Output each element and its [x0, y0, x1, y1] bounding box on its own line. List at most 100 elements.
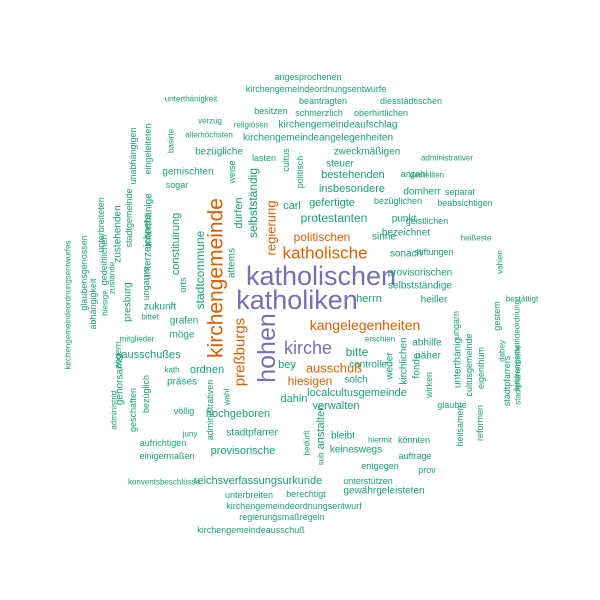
- cloud-word: keineswegs: [330, 445, 382, 456]
- cloud-word: möge: [169, 330, 194, 341]
- cloud-word: verzug: [198, 117, 222, 126]
- cloud-word: vahlen: [496, 250, 505, 274]
- cloud-word: wirken: [424, 372, 434, 399]
- cloud-word: bestättigt: [506, 295, 539, 304]
- cloud-word: stadtpfarrer: [226, 428, 278, 439]
- cloud-word: unterthänige: [144, 193, 155, 249]
- cloud-word: constituirung: [170, 213, 182, 275]
- cloud-word: gehorsamst: [115, 353, 126, 405]
- cloud-word: regierung: [264, 201, 279, 256]
- cloud-word: einigermaßen: [139, 451, 194, 461]
- cloud-word: grafen: [170, 316, 198, 327]
- cloud-word: punkt: [392, 214, 417, 225]
- cloud-word: hohen: [253, 313, 281, 383]
- cloud-word: stadtcommune: [193, 230, 207, 309]
- cloud-word: administrativen: [205, 380, 215, 441]
- cloud-word: kirchengemeindeordnung: [513, 300, 522, 390]
- cloud-word: bleibt: [331, 431, 355, 442]
- cloud-word: juny: [182, 430, 198, 439]
- cloud-word: bezüglichen: [374, 196, 422, 206]
- cloud-word: könnten: [398, 435, 430, 445]
- cloud-word: heilsamen: [455, 405, 465, 446]
- cloud-word: glaubensgenossen: [79, 235, 89, 311]
- cloud-word: steuer: [326, 159, 354, 170]
- cloud-word: schmerzlich: [295, 108, 343, 118]
- cloud-word: mitglieder: [120, 335, 155, 344]
- cloud-word: besitzen: [254, 106, 288, 116]
- cloud-word: prov: [418, 465, 436, 475]
- cloud-word: katholischen: [246, 261, 396, 291]
- cloud-word: gestellten: [410, 171, 444, 180]
- cloud-word: unterstützen: [343, 476, 393, 486]
- cloud-word: gewährgeleisteten: [343, 486, 424, 497]
- cloud-word: fonde: [412, 353, 423, 378]
- cloud-word: gefertigte: [309, 197, 355, 209]
- cloud-word: katholiken: [236, 285, 358, 315]
- cloud-word: provisorische: [211, 445, 276, 457]
- cloud-word: berechtigt: [286, 489, 326, 499]
- cloud-word: localcultusgemeinde: [307, 387, 407, 399]
- cloud-word: kirchengemeindeangelegenheiten: [243, 133, 393, 144]
- cloud-word: abhängigkeit: [88, 278, 98, 330]
- cloud-word: heiller: [421, 295, 448, 306]
- cloud-word: unterzeichnete: [143, 214, 154, 280]
- cloud-word: diesstädtischen: [380, 96, 442, 106]
- cloud-word: näher: [415, 351, 441, 362]
- cloud-word: dabey: [498, 340, 507, 362]
- cloud-word: unterthänig: [453, 338, 464, 388]
- cloud-word: lasten: [252, 153, 276, 163]
- cloud-word: unterbreiten: [225, 490, 273, 500]
- cloud-word: weise: [227, 160, 237, 184]
- cloud-word: zögern: [113, 341, 123, 369]
- cloud-word: orts: [178, 277, 188, 293]
- cloud-word: kirchengemeindeausschuß: [197, 525, 305, 535]
- cloud-word: stadtgemeinde: [124, 188, 134, 247]
- cloud-word: ausschuß: [306, 361, 362, 376]
- cloud-word: bestehenden: [321, 169, 385, 181]
- cloud-word: kath: [164, 366, 179, 375]
- cloud-word: unterthänigkeit: [165, 95, 218, 104]
- cloud-word: provisorischen: [388, 268, 452, 279]
- cloud-word: ungarns: [141, 267, 151, 300]
- cloud-word: zweckmäßigen: [334, 147, 401, 158]
- cloud-word: politisch: [295, 156, 305, 189]
- cloud-word: cultus: [281, 148, 291, 172]
- cloud-word: separat: [445, 187, 476, 197]
- cloud-word: hiermit: [368, 436, 393, 445]
- cloud-word: gestem: [492, 301, 502, 331]
- cloud-word: eingeleiteten: [143, 123, 153, 174]
- cloud-word: bey: [278, 359, 296, 371]
- cloud-word: sonach: [390, 249, 422, 260]
- cloud-word: unabhängigen: [128, 127, 138, 184]
- cloud-word: wahl: [223, 389, 232, 407]
- cloud-word: sogar: [166, 180, 189, 190]
- cloud-word: völlig: [174, 406, 195, 416]
- cloud-word: attems: [227, 248, 238, 278]
- cloud-word: administrirt: [110, 390, 119, 430]
- cloud-word: beabsichtigen: [437, 198, 493, 208]
- cloud-word: verwalten: [312, 400, 359, 412]
- cloud-word: kirchengemeindeordnungsentwurfe: [246, 84, 387, 94]
- cloud-word: kirchengemeindeordnungsentwurfes: [64, 241, 73, 370]
- cloud-word: weder: [385, 352, 396, 381]
- cloud-word: solch: [344, 375, 367, 386]
- cloud-word: zukunft: [144, 302, 176, 313]
- cloud-word: heißeste: [461, 234, 492, 243]
- cloud-word: kirchengemeindeaufschlag: [279, 120, 398, 131]
- cloud-word: ordnen: [190, 364, 224, 376]
- cloud-word: reformen: [475, 405, 485, 441]
- cloud-word: dahin: [281, 393, 308, 405]
- cloud-word: entgegen: [361, 461, 399, 471]
- cloud-word: gemischten: [162, 167, 213, 178]
- cloud-word: bezüglich: [141, 375, 151, 413]
- cloud-word: basirte: [167, 128, 176, 153]
- cloud-word: bezügliche: [195, 147, 243, 158]
- cloud-word: selbstständige: [388, 281, 452, 292]
- cloud-word: stiftungen: [414, 247, 453, 257]
- cloud-word: politischen: [294, 230, 351, 244]
- cloud-word: selbstständig: [246, 168, 260, 238]
- cloud-word: controlle: [349, 360, 387, 371]
- cloud-word: herrn: [356, 293, 382, 305]
- cloud-word: carl: [283, 200, 301, 212]
